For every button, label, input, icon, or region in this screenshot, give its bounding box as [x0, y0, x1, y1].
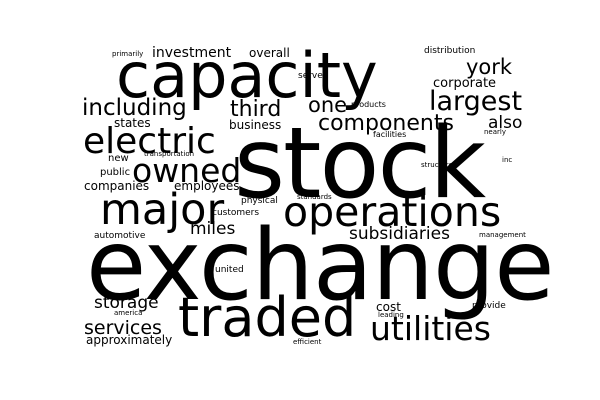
word-third: third: [230, 97, 282, 122]
word-york: york: [466, 55, 513, 79]
word-america: america: [114, 309, 143, 317]
word-components: components: [318, 111, 454, 136]
word-utilities: utilities: [370, 309, 491, 348]
word-physical: physical: [241, 196, 278, 206]
word-including: including: [82, 95, 187, 121]
word-public: public: [100, 167, 131, 178]
word-management: management: [479, 231, 526, 239]
word-nearly: nearly: [484, 128, 506, 136]
word-traded: traded: [178, 286, 357, 349]
word-customers: customers: [212, 208, 260, 218]
word-also: also: [488, 113, 523, 133]
word-new: new: [108, 153, 129, 164]
word-automotive: automotive: [94, 231, 146, 241]
word-serve: serve: [298, 71, 323, 81]
word-products: products: [351, 100, 386, 109]
word-efficient: efficient: [293, 338, 322, 346]
word-transportation: transportation: [144, 150, 195, 158]
word-services: services: [84, 317, 162, 339]
word-owned: owned: [132, 151, 242, 190]
word-provide: provide: [472, 301, 506, 311]
word-investment: investment: [152, 45, 232, 61]
word-exchange: exchange: [86, 209, 555, 323]
word-standards: standards: [297, 193, 332, 201]
word-subsidiaries: subsidiaries: [349, 224, 450, 244]
word-electric: electric: [83, 121, 216, 162]
word-one: one: [308, 93, 348, 117]
word-inc: inc: [502, 156, 513, 164]
word-corporate: corporate: [433, 76, 497, 91]
word-stock: stock: [234, 107, 486, 221]
word-primarily: primarily: [112, 50, 144, 58]
word-structure: structure: [421, 161, 453, 169]
word-capacity: capacity: [116, 39, 378, 112]
word-largest: largest: [429, 86, 523, 117]
word-cost: cost: [376, 300, 401, 314]
word-companies: companies: [84, 179, 150, 193]
word-overall: overall: [249, 46, 290, 60]
word-distribution: distribution: [424, 46, 476, 56]
word-leading: leading: [378, 311, 404, 319]
word-storage: storage: [94, 293, 159, 313]
word-major: major: [100, 185, 225, 235]
word-facilities: facilities: [373, 130, 407, 139]
word-operations: operations: [283, 188, 502, 236]
word-states: states: [114, 116, 151, 130]
word-united: united: [215, 265, 244, 275]
word-employees: employees: [174, 179, 240, 193]
word-business: business: [229, 118, 282, 132]
word-approximately: approximately: [86, 333, 173, 347]
word-miles: miles: [190, 219, 236, 239]
